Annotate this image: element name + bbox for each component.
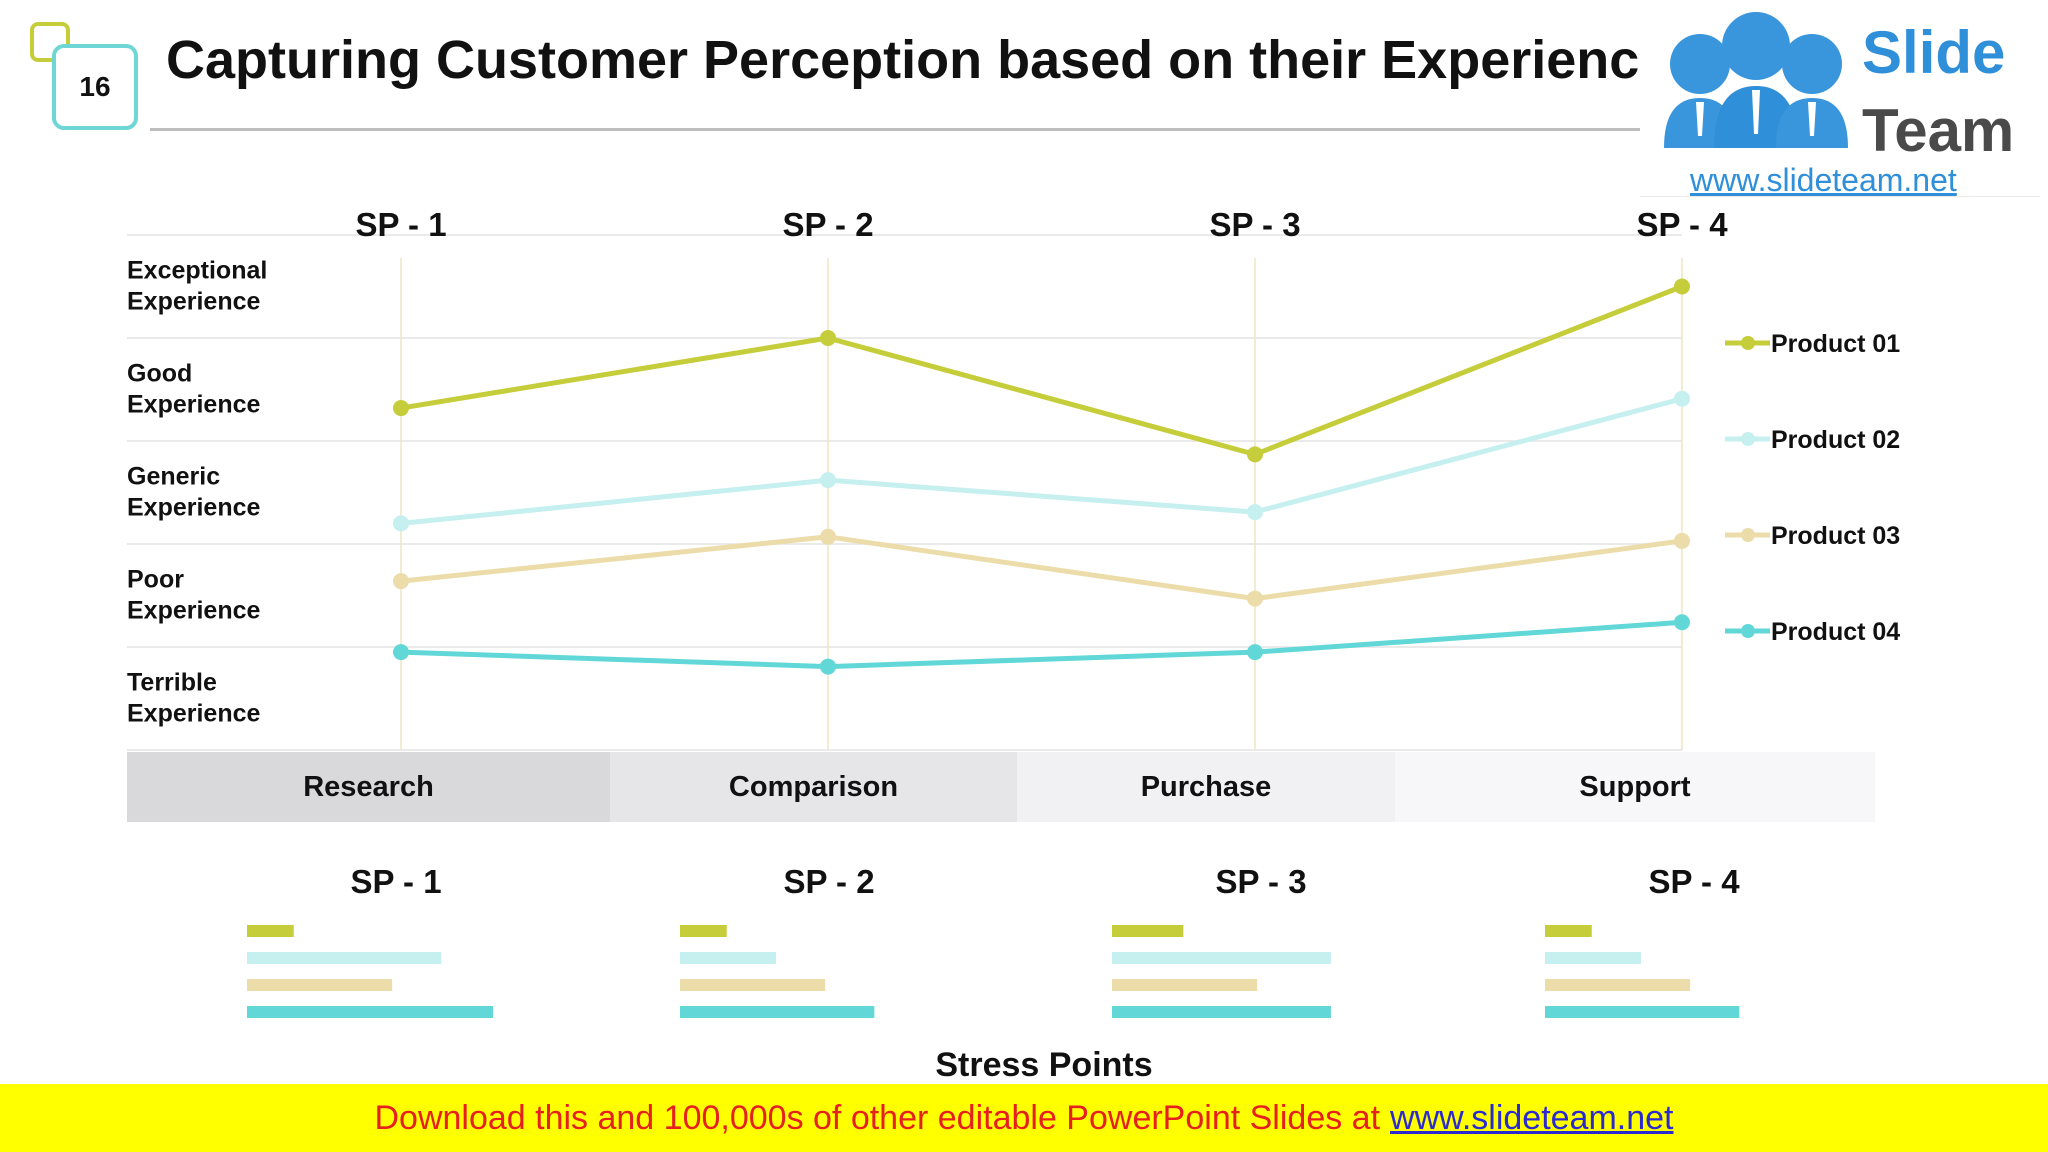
stress-bar (1545, 979, 1691, 991)
legend-swatch-dot (1741, 432, 1755, 446)
stage-purchase: Purchase (1017, 752, 1395, 822)
stress-bar (247, 952, 442, 964)
legend-swatch-dot (1741, 528, 1755, 542)
data-point (393, 400, 409, 417)
data-point (1674, 278, 1690, 295)
stress-bar (680, 952, 776, 964)
legend-label: Product 02 (1771, 426, 1900, 454)
data-point (1247, 504, 1263, 521)
data-point (1247, 446, 1263, 463)
top-category-label: SP - 1 (355, 206, 446, 243)
logo-brand-bottom: Team (1862, 97, 2015, 164)
legend-label: Product 03 (1771, 522, 1900, 550)
banner-text: Download this and 100,000s of other edit… (374, 1098, 1381, 1137)
data-point (393, 515, 409, 532)
logo-brand-top: Slide (1862, 19, 2006, 86)
data-point (820, 330, 836, 346)
y-category-label: Exceptional Experience (127, 257, 267, 316)
series-line (400, 284, 1683, 457)
stress-bar (680, 925, 727, 937)
y-category-label: Good Experience (127, 360, 261, 419)
stress-bar (247, 1006, 493, 1018)
stress-bar (1112, 979, 1258, 991)
stress-group-label: SP - 3 (1215, 863, 1306, 900)
data-point (820, 472, 836, 489)
data-point (1674, 614, 1690, 631)
stress-bar (1112, 1006, 1331, 1018)
banner-link[interactable]: www.slideteam.net (1390, 1098, 1674, 1137)
stage-research: Research (127, 752, 610, 822)
stress-bar (1545, 952, 1641, 964)
stage-comparison: Comparison (610, 752, 1017, 822)
legend-label: Product 01 (1771, 330, 1900, 358)
title-divider (150, 128, 1650, 131)
stress-group-label: SP - 4 (1648, 863, 1740, 900)
data-point (820, 528, 836, 545)
stress-bar (1112, 925, 1184, 937)
three-people-icon (1664, 12, 1848, 148)
data-point (1247, 644, 1263, 661)
series-line (400, 619, 1683, 670)
page-title: Capturing Customer Perception based on t… (166, 30, 1646, 90)
stress-group-label: SP - 1 (350, 863, 441, 900)
legend-swatch-dot (1741, 624, 1755, 638)
top-category-label: SP - 3 (1209, 206, 1300, 243)
stress-bar (1545, 1006, 1740, 1018)
legend-swatch-dot (1741, 336, 1755, 350)
journey-stage-bar: Research Comparison Purchase Support (127, 752, 1875, 822)
slideteam-logo: Slide Team www.slideteam.net (1640, 0, 2040, 198)
data-point (393, 573, 409, 590)
stress-points-title: Stress Points (935, 1046, 1153, 1084)
stress-bar (680, 1006, 875, 1018)
stress-bar (1545, 925, 1592, 937)
stress-group-label: SP - 2 (783, 863, 874, 900)
series-line (400, 534, 1683, 602)
data-point (1247, 590, 1263, 607)
slide-number-badge: 16 (30, 22, 140, 134)
stress-bar (247, 979, 393, 991)
logo-url-link[interactable]: www.slideteam.net (1690, 162, 1957, 198)
series-line (400, 396, 1683, 526)
legend-label: Product 04 (1771, 618, 1900, 646)
data-point (393, 644, 409, 661)
badge-accent-square (30, 22, 70, 62)
top-category-label: SP - 4 (1636, 206, 1728, 243)
y-category-label: Poor Experience (127, 566, 261, 625)
data-point (1674, 532, 1690, 549)
y-category-label: Generic Experience (127, 463, 261, 522)
stress-bar (1112, 952, 1331, 964)
slide-number: 16 (52, 44, 138, 130)
data-point (820, 658, 836, 675)
stress-bar (680, 979, 826, 991)
y-category-label: Terrible Experience (127, 669, 261, 728)
download-banner: Download this and 100,000s of other edit… (0, 1084, 2048, 1152)
stage-support: Support (1395, 752, 1875, 822)
data-point (1674, 390, 1690, 407)
stress-bar (247, 925, 294, 937)
top-category-label: SP - 2 (782, 206, 873, 243)
